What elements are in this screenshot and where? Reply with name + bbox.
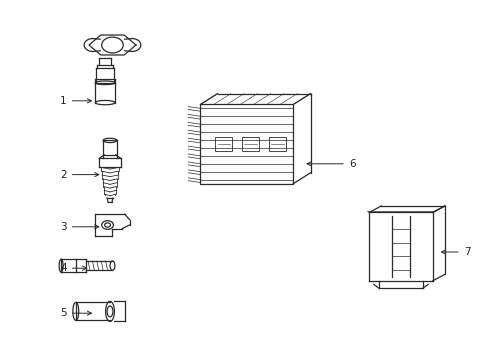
Text: 4: 4 (60, 263, 86, 273)
Text: 5: 5 (60, 308, 91, 318)
Bar (268, 137, 285, 151)
Bar (215, 137, 232, 151)
Bar (242, 137, 259, 151)
Text: 6: 6 (306, 159, 355, 169)
Text: 1: 1 (60, 96, 91, 106)
Text: 2: 2 (60, 170, 99, 180)
Text: 7: 7 (441, 247, 469, 257)
Text: 3: 3 (60, 222, 99, 232)
